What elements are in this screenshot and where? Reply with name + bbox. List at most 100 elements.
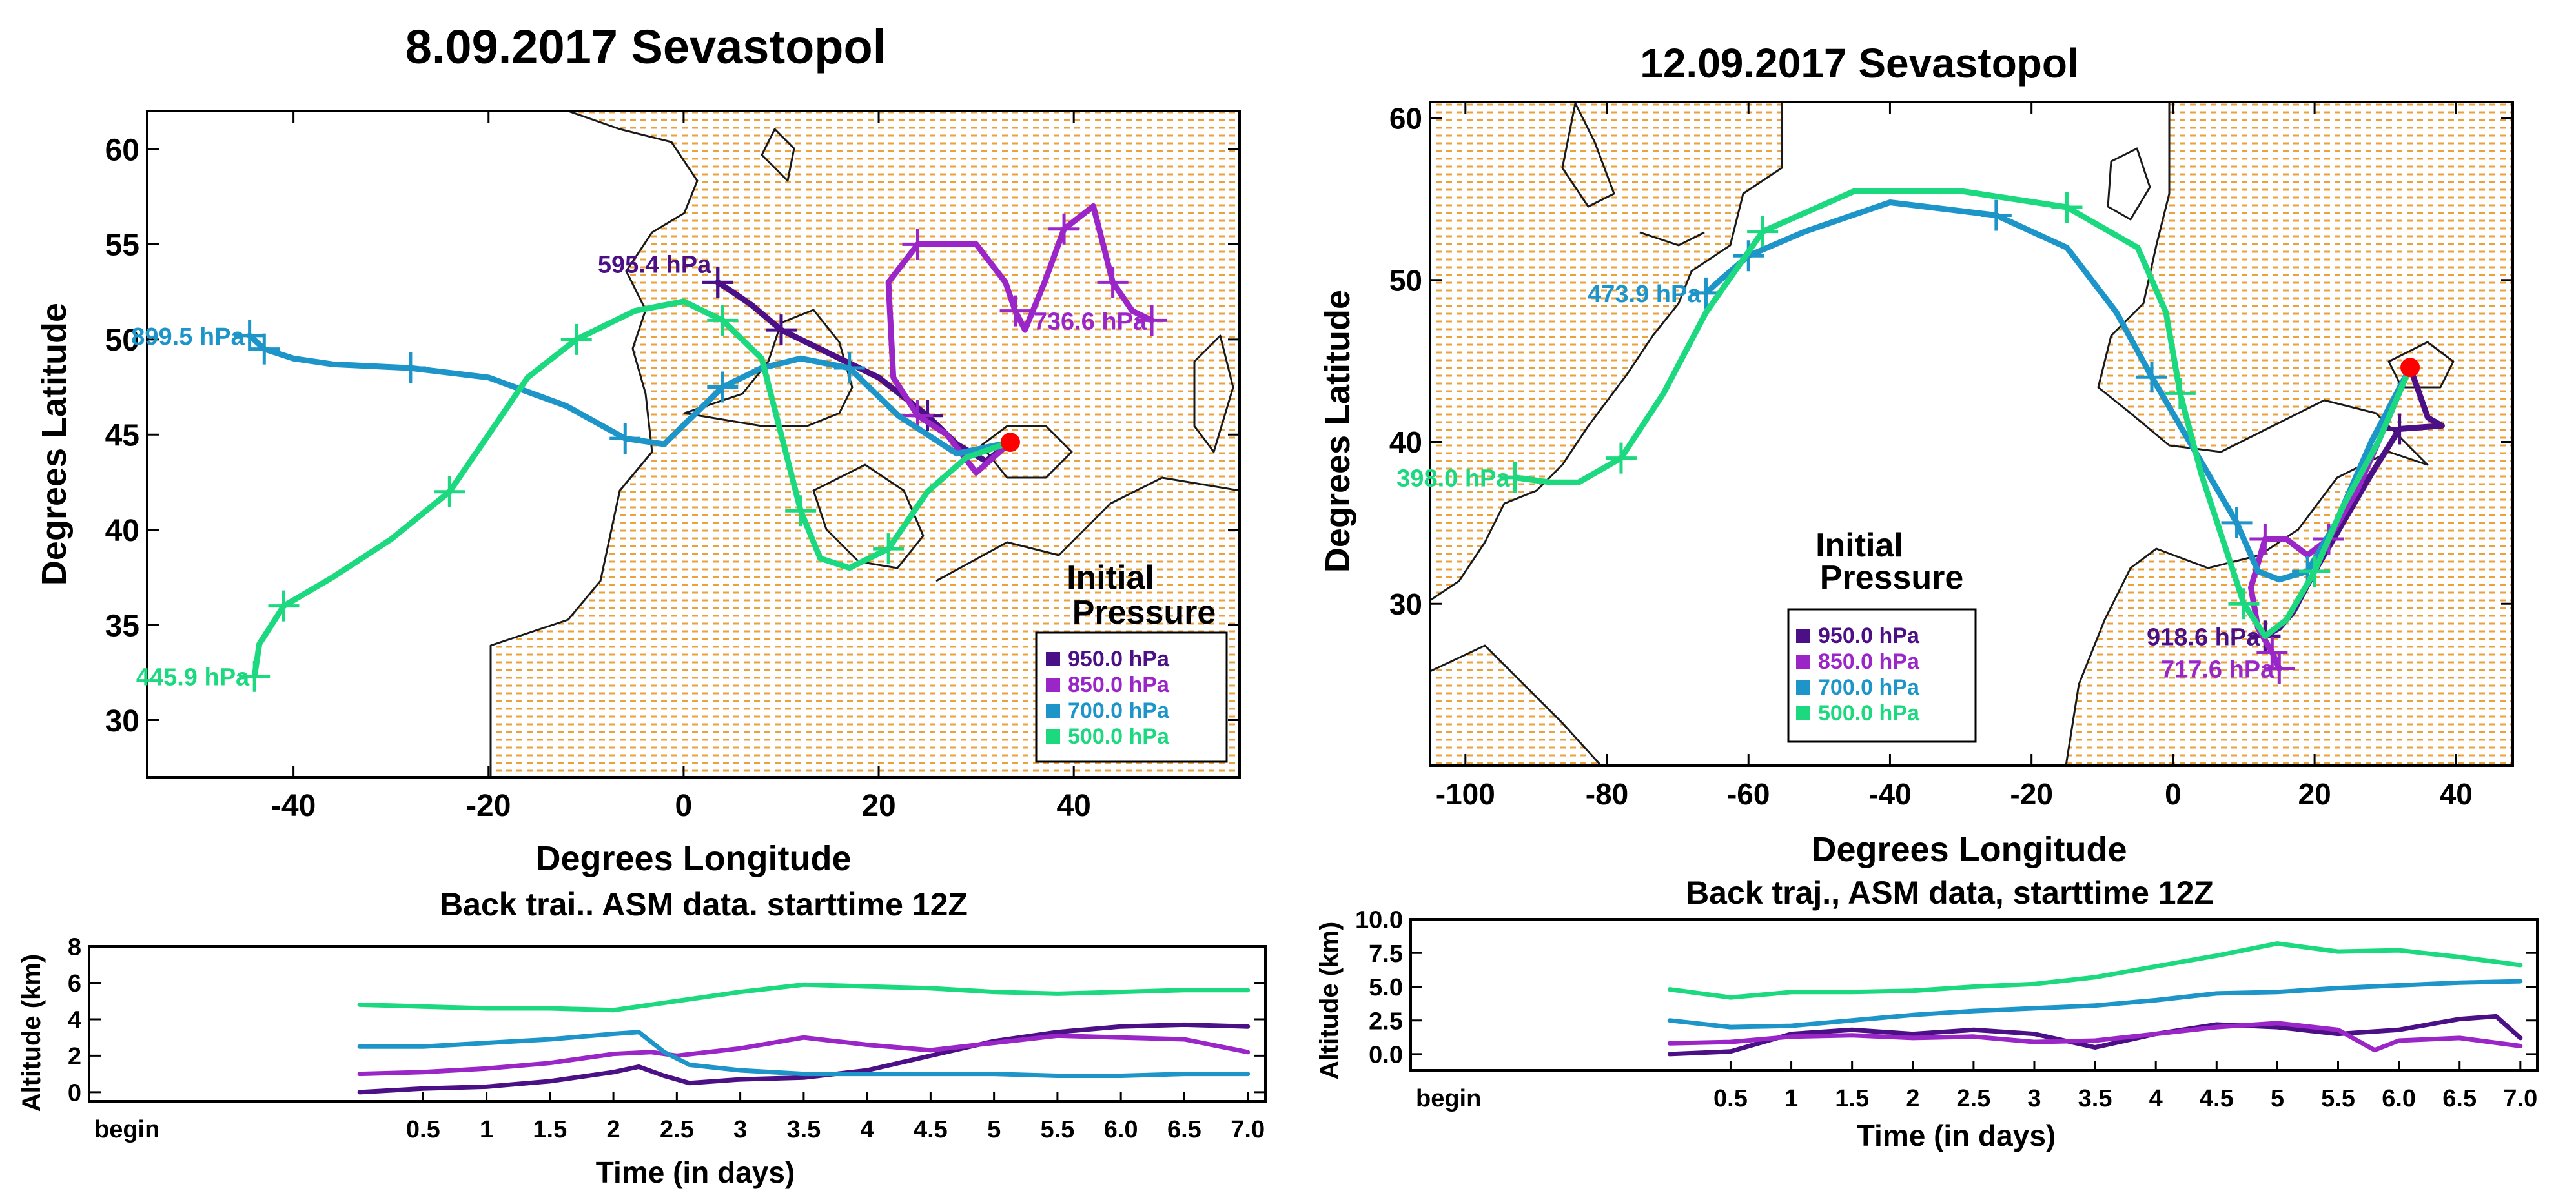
y-tick-label: 30 [1389, 587, 1422, 621]
left-legend-box [1035, 631, 1228, 763]
x-tick-label: 6.0 [2382, 1085, 2416, 1112]
trajectory-end-label: 717.6 hPa [2161, 657, 2274, 684]
y-tick-label: 60 [1389, 102, 1422, 136]
x-tick-label: 2 [1906, 1085, 1919, 1112]
series-line-950-0-hpa [1667, 1014, 2523, 1057]
legend-swatch-500-0-hpa [1796, 706, 1810, 720]
x-tick-label: -40 [271, 789, 316, 823]
y-tick-label: 5.0 [1369, 974, 1403, 1001]
left-altitude-x-ticks: begin 0.5 1 1.5 2 2.5 3 3.5 4 4.5 5 5.5 6.0 6.5 7.0 [94, 1092, 1265, 1143]
left-map-trajectories: 736.6 hPa 899.5 hPa 445.9 hPa 595.4 hPa [131, 203, 1168, 692]
x-tick-label: 40 [2440, 777, 2473, 811]
right-map-trajectories: 918.6 hPa 717.6 hPa 473.9 hPa 398.0 hPa [1396, 188, 2445, 684]
x-tick-label: -100 [1436, 777, 1495, 811]
y-tick-label: 60 [105, 133, 139, 167]
left-map-ylabel: Degrees Latitude [35, 303, 74, 586]
left-map-y-ticks: 30 35 40 45 50 55 60 [105, 133, 1240, 739]
series-line-950-0-hpa [357, 1022, 1251, 1095]
trajectory-end-label: 398.0 hPa [1396, 465, 1510, 493]
x-tick-label: 5 [987, 1116, 1001, 1143]
trajectory-marker-500-0-hpa [873, 533, 905, 565]
y-tick-label: 35 [105, 609, 139, 643]
trajectory-marker-950-0-hpa [2384, 413, 2415, 445]
y-tick-label: 10.0 [1355, 907, 1403, 934]
x-tick-label: 1 [1784, 1085, 1798, 1112]
x-tick-label: 7.0 [2503, 1085, 2537, 1112]
left-legend-title-2: Pressure [1072, 594, 1216, 631]
x-tick-label: 5.5 [2321, 1085, 2355, 1112]
legend-swatch-850-0-hpa [1796, 655, 1810, 669]
origin-marker-sevastopol [1000, 433, 1020, 453]
legend-label-700-0-hpa: 700.0 hPa [1818, 675, 1920, 700]
series-line-500-0-hpa [1512, 188, 2413, 639]
series-line-500-0-hpa [1667, 941, 2523, 1000]
y-tick-label: 30 [105, 704, 139, 739]
legend-swatch-850-0-hpa [1046, 678, 1060, 692]
y-tick-label: 50 [1389, 263, 1422, 297]
x-tick-label: 3 [733, 1116, 747, 1143]
x-tick-label: 1 [480, 1116, 493, 1143]
x-tick-label: 1.5 [533, 1116, 567, 1143]
trajectory-marker-850-0-hpa [1048, 213, 1080, 245]
left-map-panel: 8.09.2017 Sevastopol -40 -20 0 20 40 30 35 40 4… [35, 20, 1241, 878]
trajectory-end-label: 473.9 hPa [1588, 281, 1701, 308]
right-map-panel: 12.09.2017 Sevastopol -100 -80 -60 -40 -20 0 2… [1318, 40, 2514, 869]
trajectory-marker-950-0-hpa [765, 314, 797, 346]
trajectory-marker-700-0-hpa [1980, 199, 2012, 231]
trajectory-end-label: 736.6 hPa [1034, 308, 1147, 335]
trajectory-marker-700-0-hpa [707, 371, 739, 403]
x-tick-label: -60 [1727, 777, 1770, 811]
right-map-ylabel: Degrees Latitude [1318, 290, 1357, 573]
y-tick-label: 4 [68, 1007, 81, 1034]
trajectory-marker-850-0-hpa [2249, 523, 2281, 555]
legend-swatch-700-0-hpa [1796, 680, 1810, 695]
right-map-x-ticks: -100 -80 -60 -40 -20 0 20 40 [1436, 102, 2473, 811]
right-map-xlabel: Degrees Longitude [1811, 830, 2127, 869]
trajectory-marker-500-0-hpa [2228, 588, 2260, 620]
y-tick-label: 55 [105, 229, 139, 263]
left-map-xlabel: Degrees Longitude [535, 839, 851, 878]
x-tick-label: begin [94, 1116, 159, 1143]
x-tick-label: 20 [2298, 777, 2331, 811]
x-tick-label: 4 [2149, 1085, 2163, 1112]
origin-marker-sevastopol [2400, 358, 2420, 378]
x-tick-label: -20 [466, 789, 511, 823]
right-legend-box [1787, 608, 1977, 743]
trajectory-end-marker-950-0-hpa [702, 267, 733, 298]
right-legend-title-1: Initial [1815, 527, 1903, 564]
trajectory-marker-850-0-hpa [999, 295, 1031, 327]
legend-label-500-0-hpa: 500.0 hPa [1818, 701, 1920, 726]
x-tick-label: 40 [1056, 789, 1090, 823]
x-tick-label: 0 [675, 789, 693, 823]
y-tick-label: 0 [68, 1080, 81, 1107]
y-tick-label: 2 [68, 1043, 81, 1070]
legend-label-500-0-hpa: 500.0 hPa [1068, 724, 1170, 749]
legend-label-950-0-hpa: 950.0 hPa [1818, 624, 1920, 648]
left-altitude-lines [357, 982, 1251, 1095]
legend-swatch-500-0-hpa [1046, 729, 1060, 744]
right-altitude-lines [1667, 941, 2523, 1057]
y-tick-label: 50 [105, 323, 139, 358]
x-tick-label: 4.5 [914, 1116, 948, 1143]
x-tick-label: 5.5 [1040, 1116, 1074, 1143]
left-altitude-ylabel: Altitude (km) [17, 954, 46, 1112]
legend-label-850-0-hpa: 850.0 hPa [1068, 673, 1170, 697]
right-altitude-y-ticks: 0.0 2.5 5.0 7.5 10.0 [1355, 907, 2537, 1069]
x-tick-label: -40 [1868, 777, 1911, 811]
x-tick-label: 0.5 [406, 1116, 440, 1143]
x-tick-label: 0.5 [1713, 1085, 1748, 1112]
x-tick-label: -20 [2010, 777, 2052, 811]
legend-swatch-700-0-hpa [1046, 704, 1060, 718]
y-tick-label: 45 [105, 419, 139, 453]
x-tick-label: 6.5 [2442, 1085, 2477, 1112]
y-tick-label: 40 [1389, 425, 1422, 459]
trajectory-marker-500-0-hpa [707, 305, 739, 336]
legend-label-850-0-hpa: 850.0 hPa [1818, 649, 1920, 674]
trajectory-marker-500-0-hpa [560, 323, 592, 355]
left-altitude-xlabel: Time (in days) [596, 1156, 795, 1189]
trajectory-marker-500-0-hpa [434, 476, 465, 507]
x-tick-label: 2.5 [660, 1116, 694, 1143]
left-altitude-y-ticks: 0 2 4 6 8 [68, 934, 1265, 1107]
